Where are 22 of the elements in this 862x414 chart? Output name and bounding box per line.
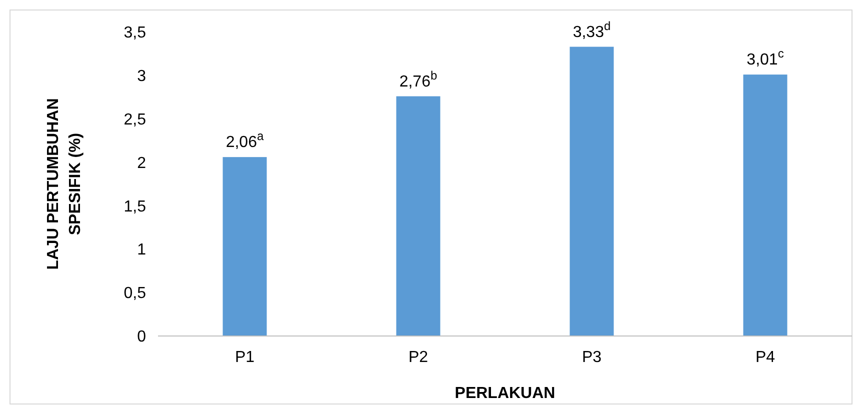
y-tick-label: 1,5 bbox=[124, 198, 146, 216]
bar bbox=[222, 157, 267, 336]
y-tick-label: 2 bbox=[137, 154, 146, 172]
y-tick-label: 2,5 bbox=[124, 111, 146, 128]
x-tick-label: P4 bbox=[755, 349, 776, 366]
y-tick-label: 0,5 bbox=[124, 285, 146, 302]
y-axis-title: LAJU PERTUMBUHAN SPESIFIK (%) bbox=[45, 98, 84, 270]
y-tick-label: 0 bbox=[137, 328, 146, 346]
y-tick-label: 3,5 bbox=[124, 24, 146, 42]
x-axis-title: PERLAKUAN bbox=[454, 385, 556, 402]
x-tick-label: P3 bbox=[582, 349, 602, 366]
bar bbox=[570, 46, 614, 336]
bar bbox=[743, 74, 788, 336]
data-label: 2,76$^{b}$ bbox=[399, 68, 438, 90]
data-label: 3,01$^{c}$ bbox=[746, 46, 784, 69]
data-label: 2,06$^{a}$ bbox=[226, 129, 264, 152]
y-tick-label: 3 bbox=[137, 68, 146, 86]
y-tick-label: 1 bbox=[137, 242, 146, 259]
data-label: 3,33$^{d}$ bbox=[572, 18, 611, 41]
x-tick-label: P1 bbox=[234, 349, 255, 366]
bar bbox=[396, 96, 440, 336]
x-tick-label: P2 bbox=[408, 349, 428, 366]
